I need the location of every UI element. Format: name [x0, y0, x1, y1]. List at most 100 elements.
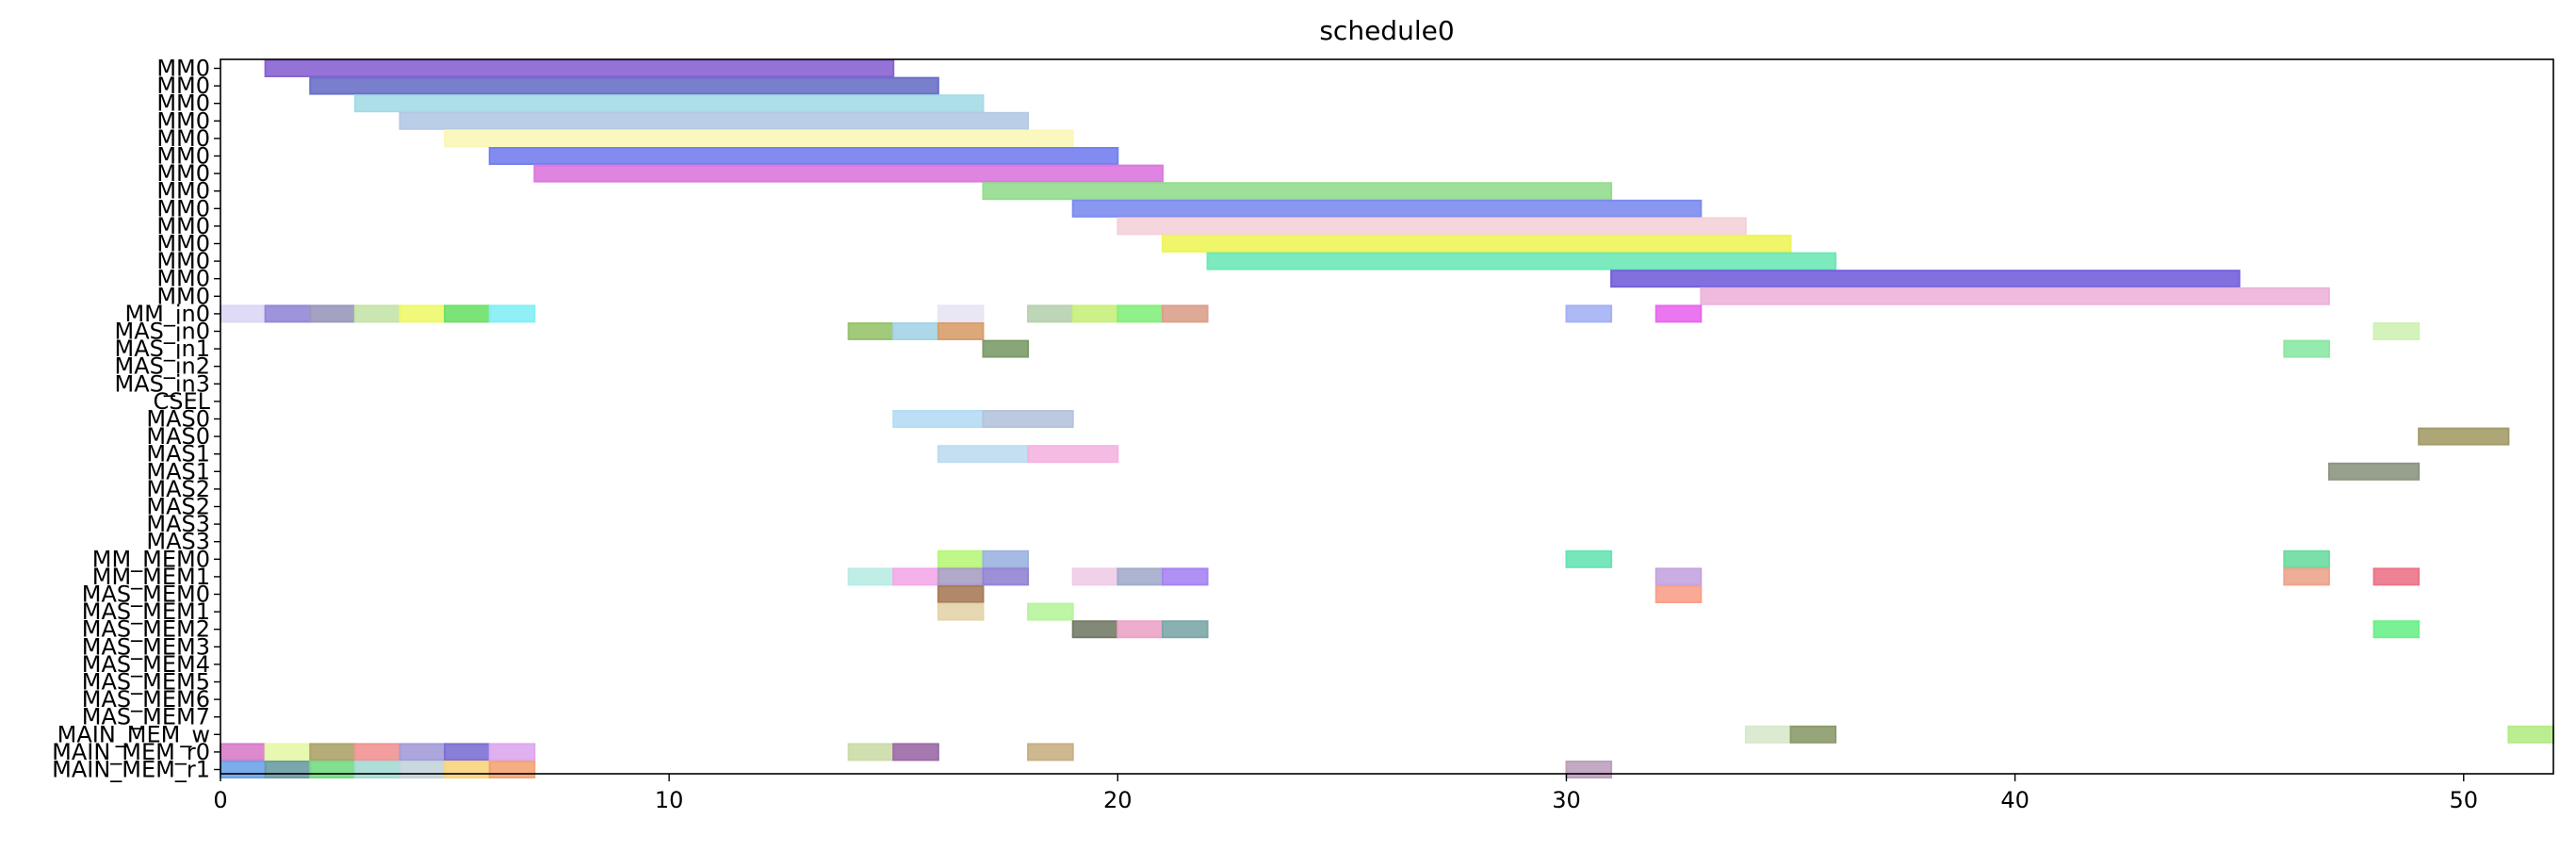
- task-bar: [982, 339, 1030, 358]
- task-bar: [399, 761, 447, 778]
- task-bar: [353, 761, 401, 778]
- task-bar: [937, 304, 985, 323]
- y-tick-label: MAS_MEM3: [82, 633, 210, 660]
- y-tick-label: MAIN_MEM_r0: [52, 739, 210, 765]
- y-tick-label: MM0: [156, 90, 210, 117]
- task-bar: [2283, 567, 2330, 586]
- task-bar: [264, 761, 312, 778]
- y-tick-label: MAS_MEM5: [82, 669, 210, 696]
- task-bar: [1117, 567, 1164, 586]
- task-bar: [264, 304, 312, 323]
- task-bar: [309, 76, 939, 95]
- task-bar: [1610, 270, 2241, 288]
- x-tick-label: 40: [2000, 787, 2030, 813]
- task-bar: [937, 322, 985, 340]
- task-bar: [1655, 304, 1703, 323]
- y-tick-label: MAS_MEM2: [82, 616, 210, 643]
- y-tick-label: MAS0: [146, 406, 210, 433]
- task-bar: [264, 743, 312, 762]
- task-bar: [982, 549, 1030, 568]
- task-bar: [847, 743, 895, 762]
- y-tick-label: MAIN_MEM_w: [57, 721, 210, 747]
- task-bar: [220, 743, 267, 762]
- task-bar: [444, 761, 491, 778]
- task-bar: [2372, 322, 2421, 340]
- task-bar: [937, 567, 985, 586]
- task-bar: [353, 743, 401, 762]
- task-bar: [264, 59, 895, 77]
- task-bar: [399, 111, 1030, 130]
- y-tick-label: MAS_in0: [114, 319, 210, 345]
- x-tick-label: 10: [655, 787, 684, 813]
- task-bar: [353, 94, 985, 113]
- task-bar: [1071, 304, 1119, 323]
- task-bar: [937, 602, 985, 621]
- y-tick-label: MM0: [156, 195, 210, 221]
- task-bar: [2283, 549, 2330, 568]
- task-bar: [1027, 304, 1074, 323]
- task-bar: [1161, 304, 1209, 323]
- x-tick-label: 30: [1552, 787, 1581, 813]
- task-bar: [533, 164, 1164, 183]
- y-tick-label: CSEL: [153, 388, 210, 415]
- task-bar: [1565, 761, 1613, 778]
- y-tick-label: MAS0: [146, 423, 210, 450]
- task-bar: [1565, 549, 1613, 568]
- task-bar: [1161, 567, 1209, 586]
- task-bar: [1655, 585, 1703, 603]
- y-axis: MM0MM0MM0MM0MM0MM0MM0MM0MM0MM0MM0MM0MM0M…: [52, 56, 220, 783]
- y-tick-label: MM0: [156, 283, 210, 309]
- task-bar: [1027, 602, 1074, 621]
- y-tick-label: MM0: [156, 266, 210, 292]
- y-tick-label: MAIN_MEM_r1: [52, 757, 210, 783]
- y-tick-label: MAS_MEM1: [82, 598, 210, 625]
- task-bar: [1071, 567, 1119, 586]
- task-bar: [1744, 725, 1792, 744]
- task-bar: [982, 182, 1613, 201]
- task-bar: [488, 743, 536, 762]
- y-tick-label: MAS2: [146, 494, 210, 520]
- y-tick-label: MAS1: [146, 458, 210, 484]
- task-bar: [1027, 445, 1119, 464]
- y-tick-label: MM0: [156, 56, 210, 82]
- task-bar: [2507, 725, 2554, 744]
- task-bar: [2418, 427, 2510, 446]
- y-tick-label: MAS1: [146, 441, 210, 467]
- y-tick-label: MAS_MEM0: [82, 582, 210, 608]
- task-bar: [2372, 620, 2421, 639]
- task-bar: [937, 445, 1030, 464]
- task-bar: [353, 304, 401, 323]
- task-bar: [488, 147, 1119, 165]
- x-tick-label: 50: [2449, 787, 2478, 813]
- task-bar: [1071, 620, 1119, 639]
- task-bar: [937, 585, 985, 603]
- y-tick-label: MAS2: [146, 476, 210, 502]
- y-tick-label: MAS_MEM7: [82, 704, 210, 730]
- plot-frame: [220, 58, 2554, 775]
- y-tick-label: MM0: [156, 178, 210, 205]
- y-tick-label: MAS_in2: [114, 353, 210, 380]
- y-tick-label: MM_MEM1: [92, 564, 210, 590]
- x-tick-label: 20: [1103, 787, 1133, 813]
- y-tick-label: MAS3: [146, 511, 210, 537]
- task-bar: [982, 410, 1074, 428]
- task-bar: [1565, 304, 1613, 323]
- y-tick-label: MM0: [156, 213, 210, 239]
- y-tick-label: MM0: [156, 107, 210, 134]
- task-bar: [488, 304, 536, 323]
- task-bar: [1655, 567, 1703, 586]
- task-bar: [1161, 235, 1792, 253]
- task-bar: [309, 304, 356, 323]
- task-bar: [1789, 725, 1837, 744]
- task-bar: [892, 567, 939, 586]
- task-bar: [1117, 620, 1164, 639]
- y-tick-label: MM_in0: [124, 301, 210, 327]
- bars-layer: [220, 59, 2554, 778]
- task-bar: [982, 567, 1030, 586]
- x-tick-label: 0: [213, 787, 227, 813]
- task-bar: [1117, 217, 1747, 236]
- task-bar: [444, 129, 1074, 148]
- task-bar: [220, 304, 267, 323]
- task-bar: [309, 761, 356, 778]
